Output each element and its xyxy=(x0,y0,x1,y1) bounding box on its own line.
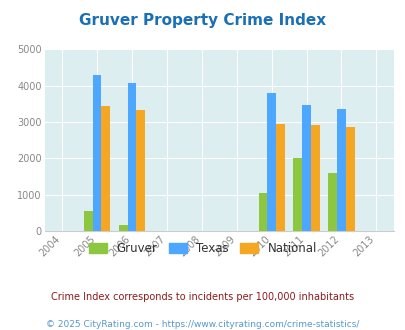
Bar xyxy=(136,110,145,231)
Text: © 2025 CityRating.com - https://www.cityrating.com/crime-statistics/: © 2025 CityRating.com - https://www.city… xyxy=(46,320,359,329)
Bar xyxy=(293,158,301,231)
Text: Crime Index corresponds to incidents per 100,000 inhabitants: Crime Index corresponds to incidents per… xyxy=(51,292,354,302)
Bar xyxy=(84,211,92,231)
Bar xyxy=(92,75,101,231)
Text: Gruver Property Crime Index: Gruver Property Crime Index xyxy=(79,13,326,28)
Bar xyxy=(275,123,284,231)
Bar xyxy=(328,173,336,231)
Bar xyxy=(258,193,266,231)
Bar xyxy=(310,125,319,231)
Bar xyxy=(119,225,127,231)
Bar xyxy=(266,93,275,231)
Bar xyxy=(127,83,136,231)
Bar xyxy=(301,105,310,231)
Bar xyxy=(101,107,110,231)
Legend: Gruver, Texas, National: Gruver, Texas, National xyxy=(84,237,321,260)
Bar xyxy=(336,109,345,231)
Bar xyxy=(345,127,354,231)
